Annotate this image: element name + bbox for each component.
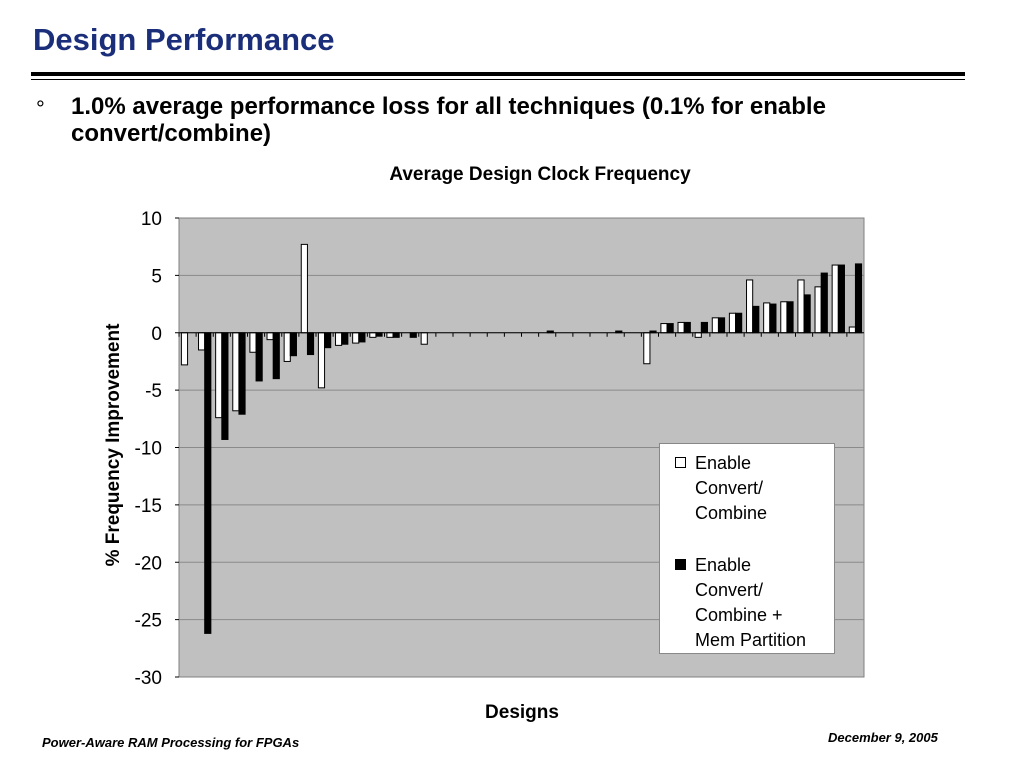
bar-series-1-design-10 — [335, 332, 343, 346]
bar-series-1-design-36 — [780, 301, 788, 334]
y-tick-labels: 10 5 0 -5 -10 -15 -20 -25 -30 — [135, 209, 162, 689]
bar-series-1-design-2 — [198, 332, 206, 351]
y-tick-label: 0 — [151, 324, 162, 345]
y-tick-label: -20 — [135, 553, 162, 574]
bar-series-2-design-36 — [786, 301, 794, 334]
bar-series-1-design-13 — [386, 332, 394, 338]
bar-series-1-design-12 — [369, 332, 377, 338]
bar-series-1-design-32 — [711, 317, 719, 334]
chart-title: Average Design Clock Frequency — [389, 164, 691, 185]
bar-series-1-design-37 — [797, 279, 805, 334]
y-tick-label: 10 — [141, 209, 162, 230]
bar-series-2-design-12 — [375, 332, 383, 337]
bar-series-2-design-33 — [735, 312, 743, 334]
bullet-glyph: ° — [36, 96, 45, 121]
bar-series-2-design-14 — [409, 332, 417, 338]
bar-series-2-design-40 — [854, 263, 863, 334]
footer-left: Power-Aware RAM Processing for FPGAs — [42, 735, 300, 750]
bar-series-2-design-5 — [255, 332, 263, 382]
bar-series-1-design-34 — [746, 279, 754, 334]
title-rule-thin — [31, 79, 965, 80]
bar-series-1-design-29 — [660, 323, 668, 334]
x-axis-title: Designs — [485, 702, 559, 723]
bar-series-1-design-33 — [728, 312, 737, 334]
bar-series-1-design-9 — [317, 332, 326, 389]
y-tick-label: 5 — [151, 266, 162, 287]
bar-series-1-design-40 — [848, 326, 856, 334]
bar-series-2-design-30 — [683, 321, 691, 334]
y-tick-label: -25 — [135, 611, 162, 632]
bar-series-2-design-11 — [358, 332, 366, 343]
title-rule-thick — [31, 72, 965, 76]
bar-series-2-design-37 — [803, 294, 811, 334]
bar-series-2-design-29 — [666, 323, 674, 334]
y-axis-title: % Frequency Improvement — [103, 323, 124, 567]
bar-series-1-design-4 — [232, 332, 240, 412]
bar-series-1-design-28 — [643, 332, 651, 365]
bar-series-1-design-5 — [249, 332, 257, 353]
legend-label: Enable Convert/ Combine — [695, 453, 768, 523]
gridlines — [175, 217, 864, 678]
bar-series-2-design-4 — [238, 332, 246, 415]
bar-series-2-design-35 — [769, 303, 777, 334]
bar-series-1-design-31 — [694, 332, 702, 338]
bar-series-2-design-32 — [717, 317, 726, 334]
slide-title: Design Performance — [33, 22, 335, 57]
bar-series-1-design-30 — [677, 321, 685, 334]
bars — [180, 243, 863, 634]
y-tick-label: -10 — [135, 439, 162, 460]
bar-series-2-design-2 — [204, 332, 212, 634]
bar-series-2-design-8 — [306, 332, 315, 356]
legend-swatch-white — [675, 457, 686, 468]
bar-series-2-design-9 — [324, 332, 332, 349]
y-tick-label: -15 — [135, 496, 162, 517]
bar-series-2-design-10 — [341, 332, 349, 345]
bar-series-1-design-3 — [215, 332, 223, 419]
bar-series-2-design-3 — [221, 332, 229, 440]
bar-series-1-design-1 — [180, 332, 189, 366]
y-tick-label: -5 — [145, 381, 162, 402]
bar-series-2-design-13 — [392, 332, 400, 338]
bar-series-1-design-11 — [352, 332, 360, 344]
bar-series-2-design-6 — [272, 332, 280, 380]
bar-series-1-design-38 — [814, 286, 822, 334]
bar-series-1-design-35 — [763, 302, 771, 334]
bar-series-2-design-39 — [837, 264, 845, 334]
bar-series-2-design-34 — [752, 305, 760, 334]
bar-series-1-design-6 — [266, 332, 274, 341]
bar-series-1-design-8 — [300, 243, 308, 334]
bullet-text: 1.0% average performance loss for all te… — [71, 93, 826, 147]
bar-series-2-design-31 — [700, 321, 708, 334]
bar-series-2-design-38 — [820, 272, 828, 334]
footer-date: December 9, 2005 — [828, 730, 938, 745]
bar-series-1-design-15 — [420, 332, 428, 345]
legend: Enable Convert/ Combine Enable Convert/ … — [659, 443, 835, 654]
bar-series-1-design-39 — [831, 264, 839, 334]
legend-label: Enable Convert/ Combine + Mem Partition — [695, 555, 807, 650]
x-tick-marks — [178, 332, 848, 337]
bar-series-1-design-7 — [283, 332, 291, 362]
y-tick-label: -30 — [135, 668, 162, 689]
bar-series-2-design-7 — [289, 332, 297, 357]
legend-swatch-black — [675, 559, 686, 570]
